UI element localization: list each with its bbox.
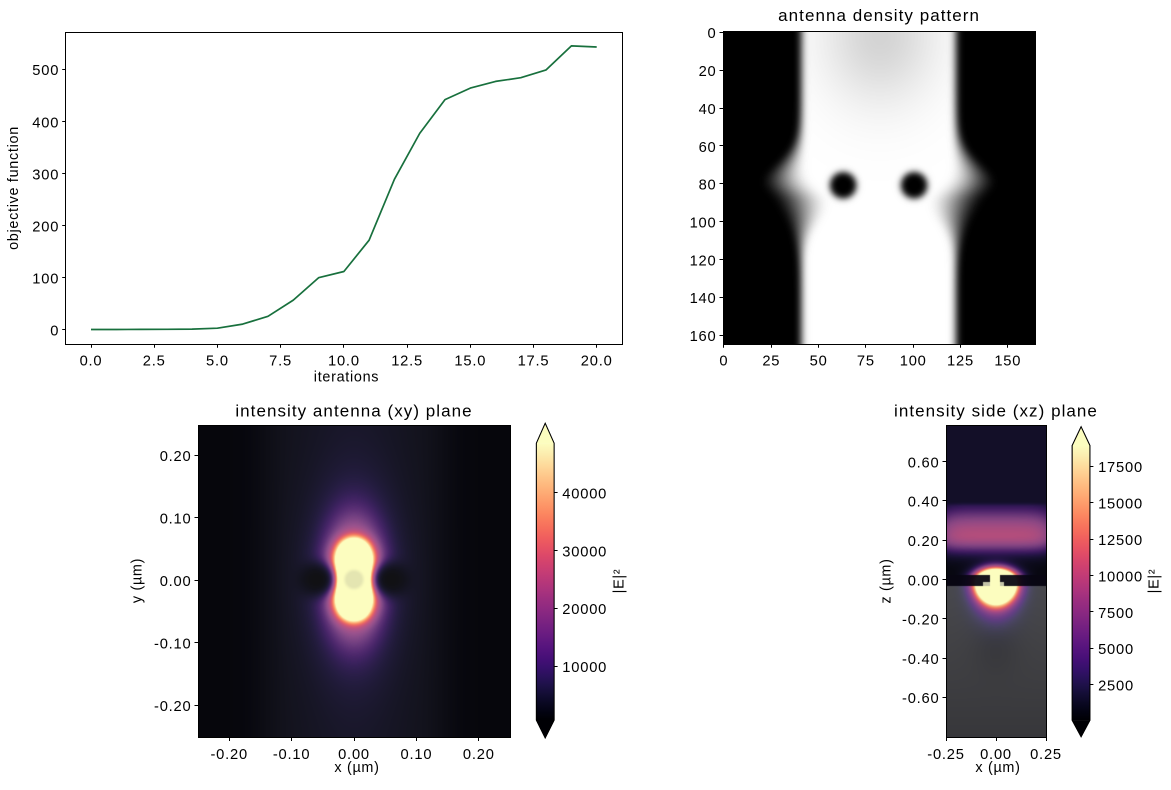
svg-text:140: 140: [690, 291, 717, 307]
svg-text:-0.40: -0.40: [902, 652, 939, 668]
svg-text:x (µm): x (µm): [334, 760, 379, 776]
svg-text:2500: 2500: [1098, 679, 1134, 695]
svg-text:objective function: objective function: [6, 126, 22, 250]
svg-text:0.20: 0.20: [463, 747, 495, 763]
svg-text:100: 100: [690, 216, 717, 232]
svg-text:15.0: 15.0: [454, 354, 486, 370]
svg-text:300: 300: [32, 167, 59, 183]
svg-text:|E|²: |E|²: [612, 569, 628, 594]
svg-text:500: 500: [32, 63, 59, 79]
svg-text:0.60: 0.60: [908, 455, 940, 471]
svg-text:intensity side (xz) plane: intensity side (xz) plane: [894, 402, 1098, 421]
svg-text:15000: 15000: [1098, 497, 1143, 513]
svg-text:0.25: 0.25: [1030, 747, 1062, 763]
svg-text:5.0: 5.0: [206, 354, 229, 370]
svg-text:50: 50: [810, 354, 828, 370]
svg-text:100: 100: [32, 272, 59, 288]
svg-text:0.00: 0.00: [908, 573, 940, 589]
svg-text:20000: 20000: [562, 602, 607, 618]
svg-text:|E|²: |E|²: [1147, 569, 1163, 594]
svg-text:25: 25: [762, 354, 780, 370]
svg-text:17.5: 17.5: [518, 354, 550, 370]
svg-text:20.0: 20.0: [581, 354, 613, 370]
svg-text:x (µm): x (µm): [975, 760, 1020, 776]
svg-text:60: 60: [699, 140, 717, 156]
svg-text:160: 160: [690, 329, 717, 345]
svg-text:10.0: 10.0: [328, 354, 360, 370]
svg-text:200: 200: [32, 219, 59, 235]
svg-text:7.5: 7.5: [269, 354, 292, 370]
svg-text:-0.60: -0.60: [902, 691, 939, 707]
svg-text:z (µm): z (µm): [879, 558, 895, 603]
svg-text:-0.10: -0.10: [273, 747, 310, 763]
svg-text:-0.10: -0.10: [154, 636, 191, 652]
svg-text:30000: 30000: [562, 544, 607, 560]
svg-text:120: 120: [690, 253, 717, 269]
svg-text:0.40: 0.40: [908, 495, 940, 511]
svg-text:0: 0: [50, 324, 59, 340]
svg-text:2.5: 2.5: [143, 354, 166, 370]
svg-text:17500: 17500: [1098, 460, 1143, 476]
svg-text:150: 150: [994, 354, 1021, 370]
svg-text:0.00: 0.00: [338, 747, 370, 763]
svg-text:75: 75: [857, 354, 875, 370]
svg-text:0.00: 0.00: [980, 747, 1012, 763]
svg-text:0.00: 0.00: [160, 574, 192, 590]
svg-text:-0.25: -0.25: [927, 747, 964, 763]
svg-text:40: 40: [699, 102, 717, 118]
svg-text:125: 125: [947, 354, 974, 370]
svg-text:40000: 40000: [562, 487, 607, 503]
svg-text:-0.20: -0.20: [210, 747, 247, 763]
svg-text:0.20: 0.20: [160, 449, 192, 465]
svg-text:0.0: 0.0: [80, 354, 103, 370]
svg-text:5000: 5000: [1098, 642, 1134, 658]
svg-text:20: 20: [699, 64, 717, 80]
svg-text:0: 0: [719, 354, 728, 370]
svg-text:y (µm): y (µm): [130, 558, 146, 603]
svg-text:10000: 10000: [562, 660, 607, 676]
svg-text:12.5: 12.5: [391, 354, 423, 370]
svg-text:10000: 10000: [1098, 569, 1143, 585]
svg-text:0.10: 0.10: [160, 511, 192, 527]
svg-text:0: 0: [708, 26, 717, 42]
svg-text:antenna density pattern: antenna density pattern: [778, 6, 980, 25]
svg-text:400: 400: [32, 115, 59, 131]
svg-text:intensity antenna (xy) plane: intensity antenna (xy) plane: [235, 402, 472, 421]
svg-text:100: 100: [900, 354, 927, 370]
svg-text:80: 80: [699, 178, 717, 194]
svg-text:-0.20: -0.20: [902, 613, 939, 629]
svg-text:0.20: 0.20: [908, 534, 940, 550]
svg-text:7500: 7500: [1098, 606, 1134, 622]
svg-text:iterations: iterations: [314, 370, 379, 386]
svg-text:0.10: 0.10: [401, 747, 433, 763]
svg-text:-0.20: -0.20: [154, 699, 191, 715]
svg-text:12500: 12500: [1098, 533, 1143, 549]
